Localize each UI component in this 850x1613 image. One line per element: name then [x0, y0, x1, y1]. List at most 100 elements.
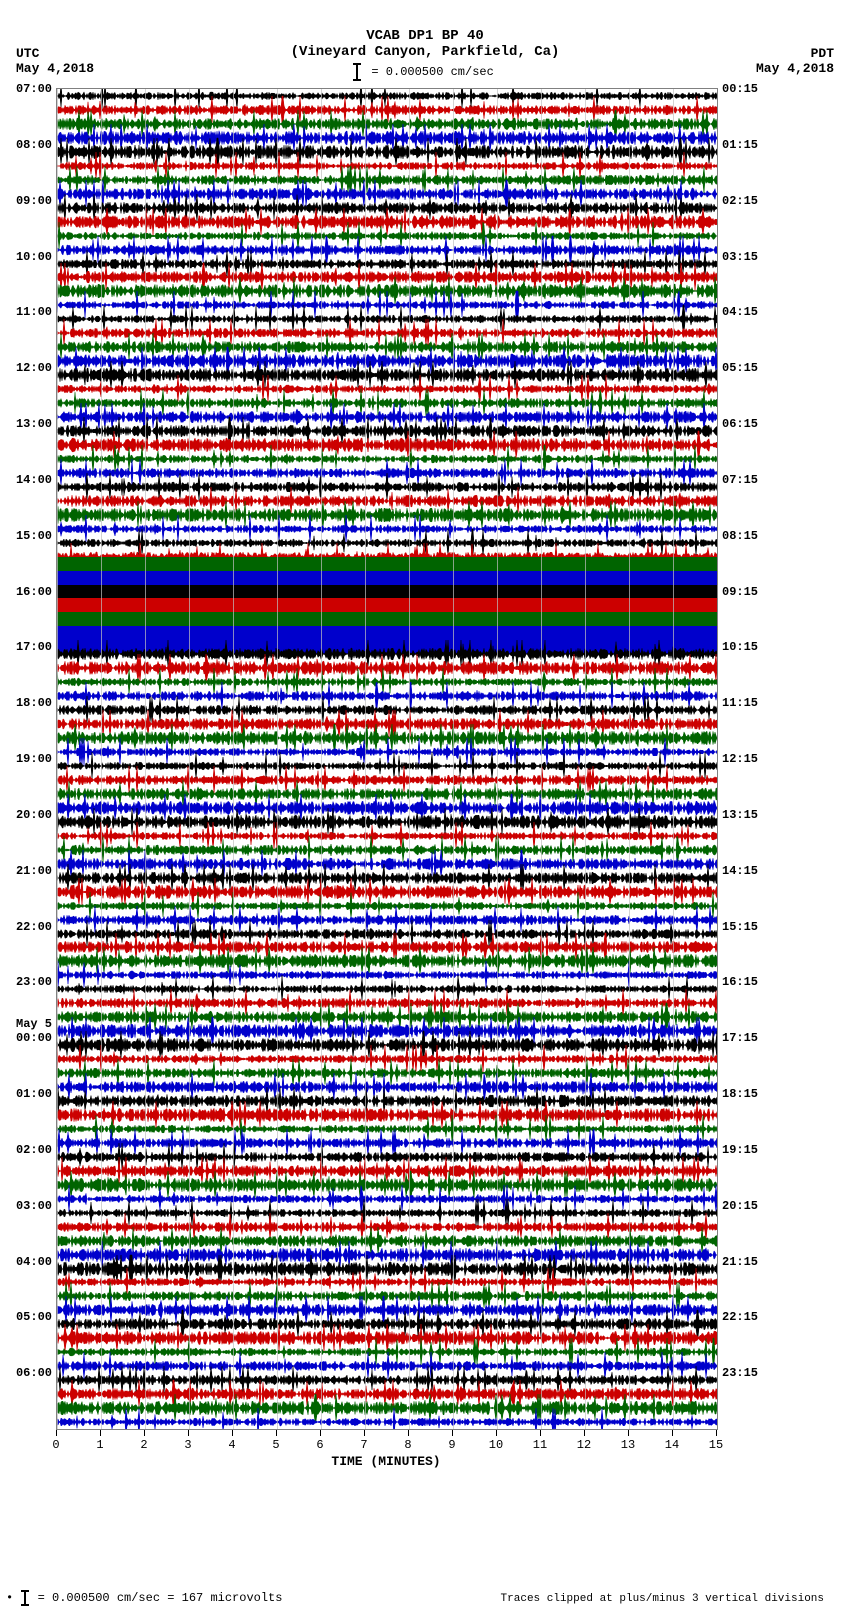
gridline-vertical — [57, 89, 58, 1429]
tz-left-date: May 4,2018 — [16, 61, 94, 76]
y-label-left: 13:00 — [14, 417, 52, 431]
gridline-vertical — [497, 89, 498, 1429]
y-label-right: 20:15 — [722, 1199, 758, 1213]
x-tick — [56, 1430, 57, 1436]
y-label-right: 06:15 — [722, 417, 758, 431]
x-tick-label: 11 — [533, 1438, 547, 1452]
gridline-vertical — [673, 89, 674, 1429]
x-tick — [716, 1430, 717, 1436]
x-tick-label: 13 — [621, 1438, 635, 1452]
x-tick-label: 8 — [404, 1438, 411, 1452]
y-label-right: 19:15 — [722, 1143, 758, 1157]
y-label-left: 05:00 — [14, 1310, 52, 1324]
y-label-right: 05:15 — [722, 361, 758, 375]
gridline-vertical — [629, 89, 630, 1429]
footer-scale: • = 0.000500 cm/sec = 167 microvolts — [6, 1591, 282, 1605]
y-label-left: 00:00 — [14, 1031, 52, 1045]
gridline-vertical — [365, 89, 366, 1429]
y-label-left: 10:00 — [14, 250, 52, 264]
x-tick-label: 4 — [228, 1438, 235, 1452]
scale-label: = 0.000500 cm/sec — [371, 65, 493, 79]
y-label-right: 08:15 — [722, 529, 758, 543]
gridline-vertical — [409, 89, 410, 1429]
x-tick — [144, 1430, 145, 1436]
y-label-left: 01:00 — [14, 1087, 52, 1101]
x-tick-label: 3 — [184, 1438, 191, 1452]
x-tick — [364, 1430, 365, 1436]
timezone-left: UTC May 4,2018 — [16, 46, 94, 76]
tz-right-label: PDT — [756, 46, 834, 61]
y-label-left: 02:00 — [14, 1143, 52, 1157]
page: VCAB DP1 BP 40 (Vineyard Canyon, Parkfie… — [0, 0, 850, 1613]
y-label-left: 07:00 — [14, 82, 52, 96]
y-label-right: 01:15 — [722, 138, 758, 152]
x-tick-label: 1 — [96, 1438, 103, 1452]
gridline-vertical — [101, 89, 102, 1429]
footer-left-text: = 0.000500 cm/sec = 167 microvolts — [38, 1591, 283, 1605]
chart-title: VCAB DP1 BP 40 (Vineyard Canyon, Parkfie… — [0, 28, 850, 60]
y-label-right: 04:15 — [722, 305, 758, 319]
x-tick-label: 2 — [140, 1438, 147, 1452]
x-tick — [320, 1430, 321, 1436]
x-tick-label: 5 — [272, 1438, 279, 1452]
y-label-left: 20:00 — [14, 808, 52, 822]
y-label-left: 16:00 — [14, 585, 52, 599]
y-label-right: 14:15 — [722, 864, 758, 878]
y-label-right: 23:15 — [722, 1366, 758, 1380]
y-label-right: 10:15 — [722, 640, 758, 654]
x-tick — [628, 1430, 629, 1436]
y-label-right: 17:15 — [722, 1031, 758, 1045]
y-label-left: 09:00 — [14, 194, 52, 208]
scale-indicator: = 0.000500 cm/sec — [0, 64, 850, 80]
y-label-right: 12:15 — [722, 752, 758, 766]
x-axis-title: TIME (MINUTES) — [56, 1454, 716, 1469]
x-tick — [452, 1430, 453, 1436]
y-label-left: 11:00 — [14, 305, 52, 319]
y-label-left: 23:00 — [14, 975, 52, 989]
y-label-right: 16:15 — [722, 975, 758, 989]
scale-bar-icon — [356, 64, 358, 80]
gridline-vertical — [541, 89, 542, 1429]
seismic-trace — [57, 1415, 717, 1429]
y-label-right: 11:15 — [722, 696, 758, 710]
x-tick-label: 12 — [577, 1438, 591, 1452]
y-label-left: 21:00 — [14, 864, 52, 878]
gridline-vertical — [453, 89, 454, 1429]
y-label-left: 17:00 — [14, 640, 52, 654]
x-tick — [188, 1430, 189, 1436]
y-label-left: 15:00 — [14, 529, 52, 543]
y-label-right: 09:15 — [722, 585, 758, 599]
x-tick-label: 10 — [489, 1438, 503, 1452]
x-tick-label: 0 — [52, 1438, 59, 1452]
gridline-vertical — [585, 89, 586, 1429]
y-label-left: 12:00 — [14, 361, 52, 375]
gridline-vertical — [233, 89, 234, 1429]
x-tick — [496, 1430, 497, 1436]
y-label-left: 22:00 — [14, 920, 52, 934]
y-label-left: 04:00 — [14, 1255, 52, 1269]
x-tick-label: 9 — [448, 1438, 455, 1452]
tz-left-label: UTC — [16, 46, 94, 61]
x-tick — [276, 1430, 277, 1436]
gridline-vertical — [717, 89, 718, 1429]
x-tick — [408, 1430, 409, 1436]
x-tick-label: 15 — [709, 1438, 723, 1452]
timezone-right: PDT May 4,2018 — [756, 46, 834, 76]
day-break-label: May 5 — [16, 1017, 52, 1031]
footer-note: Traces clipped at plus/minus 3 vertical … — [501, 1593, 824, 1605]
y-label-left: 18:00 — [14, 696, 52, 710]
gridline-vertical — [321, 89, 322, 1429]
y-label-right: 02:15 — [722, 194, 758, 208]
helicorder-plot — [56, 88, 718, 1430]
x-tick-label: 14 — [665, 1438, 679, 1452]
y-label-right: 13:15 — [722, 808, 758, 822]
y-label-right: 07:15 — [722, 473, 758, 487]
gridline-vertical — [189, 89, 190, 1429]
gridline-vertical — [277, 89, 278, 1429]
y-label-right: 21:15 — [722, 1255, 758, 1269]
tz-right-date: May 4,2018 — [756, 61, 834, 76]
y-label-right: 00:15 — [722, 82, 758, 96]
x-tick — [672, 1430, 673, 1436]
title-line-2: (Vineyard Canyon, Parkfield, Ca) — [0, 44, 850, 60]
y-label-right: 22:15 — [722, 1310, 758, 1324]
